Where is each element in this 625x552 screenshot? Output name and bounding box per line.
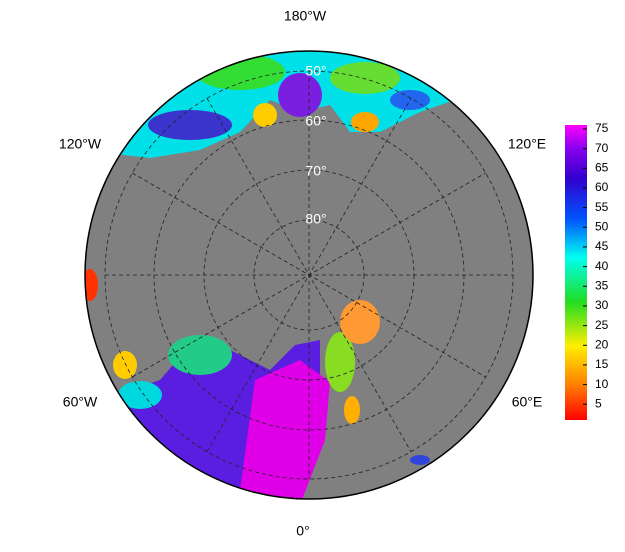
colorbar <box>565 125 587 420</box>
longitude-label: 120°W <box>59 136 102 152</box>
latitude-label: 70° <box>305 163 326 179</box>
sea-field <box>340 300 380 344</box>
colorbar-tick-label: 10 <box>595 377 609 391</box>
longitude-label: 60°W <box>63 394 98 410</box>
sea-field <box>344 396 360 424</box>
meridian <box>206 98 412 452</box>
meridians <box>105 71 513 479</box>
sea-field <box>351 112 379 132</box>
sea-field <box>168 335 232 375</box>
colorbar-tick-label: 20 <box>595 337 609 351</box>
longitude-label: 0° <box>296 523 309 539</box>
colorbar-tick-label: 30 <box>595 298 609 312</box>
sea-field <box>253 103 277 127</box>
longitude-label: 180°W <box>284 8 327 24</box>
colorbar-tick-label: 55 <box>595 200 609 214</box>
colorbar-tick-label: 75 <box>595 121 609 135</box>
sea-field <box>330 62 400 94</box>
latitude-label: 80° <box>305 211 326 227</box>
colorbar-tick-label: 50 <box>595 219 609 233</box>
sea-field <box>240 360 330 499</box>
sea-field <box>113 351 137 379</box>
longitude-label: 120°E <box>508 136 546 152</box>
latitude-label: 60° <box>305 113 326 129</box>
colorbar-ticks: 5 10 15 20 25 30 35 40 45 50 55 60 65 70 75 <box>583 121 609 410</box>
sea-field <box>410 455 430 465</box>
colorbar-tick-label: 60 <box>595 180 609 194</box>
colorbar-tick-label: 15 <box>595 357 609 371</box>
map-border <box>84 50 534 500</box>
colorbar-tick-label: 70 <box>595 141 609 155</box>
sea-field <box>118 381 162 409</box>
sea-field <box>195 54 285 90</box>
sea-field <box>148 110 232 140</box>
latitude-label: 50° <box>305 63 326 79</box>
sea-field <box>278 73 322 117</box>
colorbar-tick-label: 40 <box>595 259 609 273</box>
colorbar-tick-label: 45 <box>595 239 609 253</box>
colorbar-tick-label: 25 <box>595 318 609 332</box>
colorbar-tick-label: 35 <box>595 278 609 292</box>
colorbar-tick-label: 5 <box>595 396 602 410</box>
colorbar-tick-label: 65 <box>595 160 609 174</box>
longitude-label: 60°E <box>512 394 543 410</box>
map-disk <box>85 51 533 499</box>
